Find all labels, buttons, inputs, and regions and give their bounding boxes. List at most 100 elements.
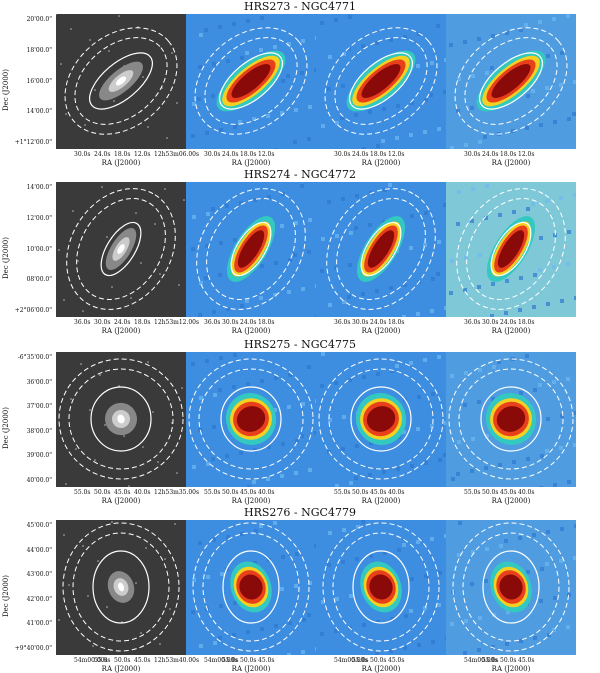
ra-tick-label: 24.0s	[222, 151, 239, 158]
ra-tick-label: 50.0s	[370, 657, 387, 664]
ra-tick-label: 55.0s	[94, 657, 111, 664]
dec-tick-label: 16'00.0"	[26, 77, 52, 85]
emission-map-panel	[186, 352, 316, 487]
ra-tick-label: 40.0s	[388, 489, 405, 496]
ra-tick-label: 36.0s	[464, 319, 481, 326]
dec-tick-label: +2°06'00.0"	[14, 307, 52, 314]
ra-axis-label: RA (J2000)	[361, 497, 401, 505]
ra-tick-label: 30.0s	[204, 151, 221, 158]
emission-map-panel	[316, 182, 446, 317]
emission-map-panel	[186, 520, 316, 655]
emission-map-panel	[186, 182, 316, 317]
ra-tick-label: 24.0s	[240, 319, 257, 326]
ra-tick-label: 18.0s	[388, 319, 405, 326]
optical-image-panel	[56, 14, 186, 149]
ra-axis-label: RA (J2000)	[231, 665, 271, 673]
galaxy-title: HRS273 - NGC4771	[244, 0, 356, 13]
ra-axis-label: RA (J2000)	[231, 497, 271, 505]
emission-map-panel	[446, 352, 576, 487]
ra-tick-label: 12.0s	[134, 151, 151, 158]
ra-axis-label: RA (J2000)	[491, 327, 531, 335]
ra-tick-label: 55.0s	[204, 489, 221, 496]
galaxy-title: HRS275 - NGC4775	[244, 338, 356, 351]
ra-tick-label: 45.0s	[114, 489, 131, 496]
ra-tick-label: 55.0s	[482, 657, 499, 664]
dec-tick-label: 36'00.0"	[26, 378, 52, 386]
ra-tick-label: 55.0s	[352, 657, 369, 664]
ra-tick-label: 36.0s	[74, 319, 91, 326]
ra-tick-label: 30.0s	[94, 319, 111, 326]
ra-tick-label: 30.0s	[464, 151, 481, 158]
ra-tick-label: 45.0s	[518, 657, 535, 664]
ra-tick-label: 24.0s	[500, 319, 517, 326]
ra-tick-label: 40.0s	[258, 489, 275, 496]
galaxy-title: HRS276 - NGC4779	[244, 506, 356, 519]
optical-image-panel	[56, 352, 186, 487]
dec-tick-label: 18'00.0"	[26, 46, 52, 54]
ra-tick-label: 50.0s	[482, 489, 499, 496]
ra-tick-label: 12h53m35.00s	[154, 489, 200, 496]
emission-map-panel	[316, 520, 446, 655]
ra-axis-label: RA (J2000)	[101, 497, 141, 505]
ra-tick-label: 50.0s	[240, 657, 257, 664]
emission-map-panel	[316, 352, 446, 487]
ra-axis-label: RA (J2000)	[101, 327, 141, 335]
galaxy-title: HRS274 - NGC4772	[244, 168, 356, 181]
galaxy-block: HRS273 - NGC4771 Dec (J2000) 20'00.0" 18'00…	[0, 0, 600, 167]
ra-axis-label: RA (J2000)	[101, 665, 141, 673]
ra-axis-label: RA (J2000)	[361, 327, 401, 335]
dec-tick-label: 20'00.0"	[26, 16, 52, 23]
ra-tick-label: 24.0s	[482, 151, 499, 158]
ra-tick-label: 30.0s	[222, 319, 239, 326]
ra-axis-label: RA (J2000)	[231, 327, 271, 335]
galaxy-block: HRS276 - NGC4779 Dec (J2000) 45'00.0" 44'00…	[0, 506, 600, 673]
emission-map-panel	[446, 14, 576, 149]
ra-tick-label: 12h53m06.00s	[154, 151, 200, 158]
ra-tick-label: 18.0s	[518, 319, 535, 326]
ra-tick-label: 30.0s	[74, 151, 91, 158]
dec-tick-label: 42'00.0"	[26, 595, 52, 603]
emission-map-panel	[186, 14, 316, 149]
ra-tick-label: 18.0s	[370, 151, 387, 158]
dec-tick-label: 37'00.0"	[26, 403, 52, 411]
ra-tick-label: 30.0s	[482, 319, 499, 326]
dec-tick-label: 12'00.0"	[26, 214, 52, 222]
ra-tick-label: 36.0s	[204, 319, 221, 326]
ra-tick-label: 24.0s	[370, 319, 387, 326]
ra-axis-label: RA (J2000)	[231, 159, 271, 167]
galaxy-block: HRS274 - NGC4772 Dec (J2000) 14'00.0" 12'00…	[0, 168, 600, 335]
ra-tick-label: 50.0s	[352, 489, 369, 496]
ra-tick-label: 55.0s	[334, 489, 351, 496]
ra-tick-label: 18.0s	[114, 151, 131, 158]
ra-tick-label: 18.0s	[134, 319, 151, 326]
galaxy-block: HRS275 - NGC4775 Dec (J2000) -6°35'00.0" 36…	[0, 338, 600, 505]
ra-axis-label: RA (J2000)	[101, 159, 141, 167]
ra-tick-label: 45.0s	[240, 489, 257, 496]
dec-tick-label: 39'00.0"	[26, 452, 52, 460]
ra-tick-label: 24.0s	[114, 319, 131, 326]
optical-image-panel	[56, 182, 186, 317]
dec-tick-label: 45'00.0"	[26, 522, 52, 529]
ra-tick-label: 40.0s	[518, 489, 535, 496]
ra-tick-label: 50.0s	[94, 489, 111, 496]
dec-tick-label: 40'00.0"	[26, 477, 52, 484]
dec-tick-label: 43'00.0"	[26, 571, 52, 579]
ra-tick-label: 24.0s	[352, 151, 369, 158]
dec-tick-label: 14'00.0"	[26, 108, 52, 116]
dec-tick-label: 10'00.0"	[26, 245, 52, 253]
ra-tick-label: 30.0s	[334, 151, 351, 158]
ra-tick-label: 30.0s	[352, 319, 369, 326]
ra-tick-label: 18.0s	[240, 151, 257, 158]
ra-tick-label: 12.0s	[388, 151, 405, 158]
ra-tick-label: 12h53m12.00s	[154, 319, 200, 326]
dec-tick-label: +1°12'00.0"	[14, 139, 52, 146]
ra-tick-label: 55.0s	[74, 489, 91, 496]
ra-tick-label: 54m00.00s	[464, 657, 498, 664]
emission-map-panel	[316, 14, 446, 149]
ra-tick-label: 50.0s	[114, 657, 131, 664]
ra-tick-label: 40.0s	[134, 489, 151, 496]
ra-tick-label: 55.0s	[222, 657, 239, 664]
ra-tick-label: 54m00.00s	[204, 657, 238, 664]
ra-tick-label: 50.0s	[500, 657, 517, 664]
emission-map-panel	[446, 520, 576, 655]
